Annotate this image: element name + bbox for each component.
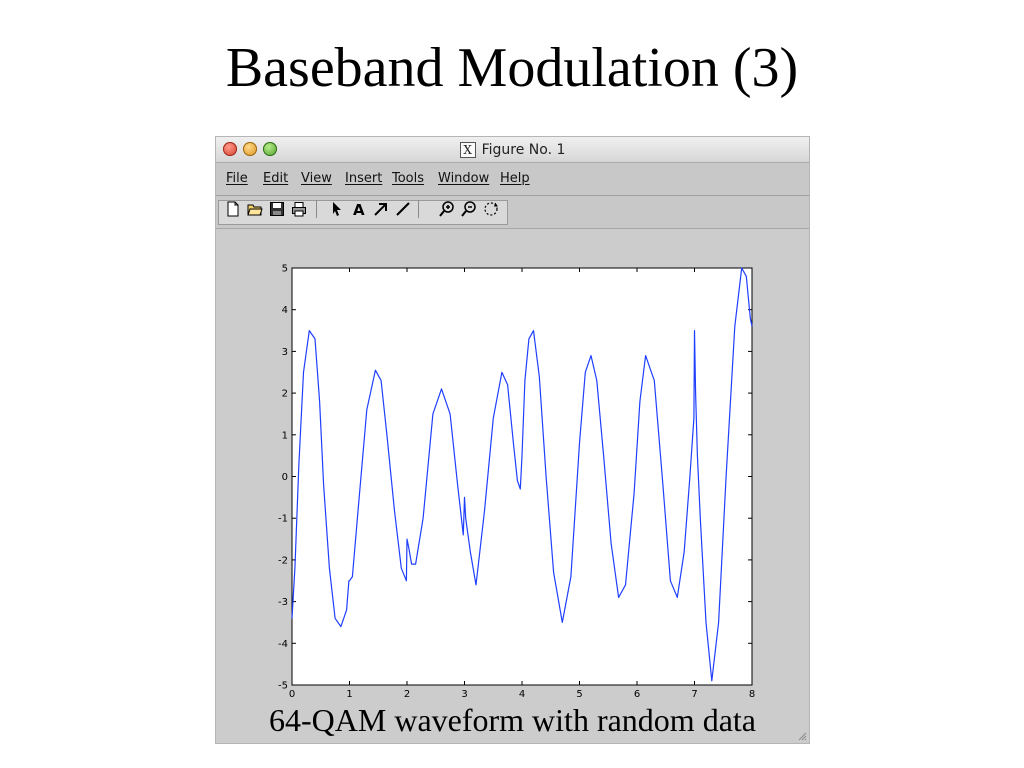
x-tick-label: 1 — [346, 689, 352, 700]
menu-help[interactable]: Help — [500, 171, 530, 186]
y-tick-label: 5 — [282, 264, 288, 275]
y-tick-label: 4 — [282, 305, 288, 316]
close-window-button[interactable] — [223, 142, 237, 156]
figure-canvas: 0 1 2 3 4 5 6 7 8 -5 -4 -3 -2 -1 0 1 2 3 4 5 — [216, 229, 809, 743]
x-tick-label: 7 — [691, 689, 697, 700]
y-tick-label: 1 — [282, 430, 288, 441]
window-titlebar[interactable]: X Figure No. 1 — [216, 137, 809, 163]
x-tick-label: 8 — [749, 689, 755, 700]
x-tick-label: 3 — [461, 689, 467, 700]
open-folder-icon[interactable] — [246, 200, 264, 218]
x-tick-label: 2 — [404, 689, 410, 700]
x11-icon: X — [459, 141, 476, 158]
plot-area — [291, 267, 753, 686]
toolbar-separator — [316, 200, 317, 218]
x-tick-label: 5 — [576, 689, 582, 700]
new-file-icon[interactable] — [224, 200, 242, 218]
y-tick-label: 0 — [282, 472, 288, 483]
zoom-out-icon[interactable] — [460, 200, 478, 218]
resize-grip-icon[interactable] — [795, 729, 807, 741]
rotate-3d-icon[interactable] — [482, 200, 500, 218]
y-tick-label: -2 — [278, 555, 288, 566]
slide-caption: 64-QAM waveform with random data — [269, 702, 756, 738]
svg-text:A: A — [353, 201, 365, 217]
x-tick-label: 6 — [634, 689, 640, 700]
y-tick-label: -3 — [278, 597, 288, 608]
insert-text-icon[interactable]: A — [350, 200, 368, 218]
x-tick-label: 0 — [289, 689, 295, 700]
y-tick-label: -5 — [278, 681, 288, 692]
insert-arrow-icon[interactable] — [372, 200, 390, 218]
toolbar: A — [216, 196, 809, 229]
line-chart: 0 1 2 3 4 5 6 7 8 -5 -4 -3 -2 -1 0 1 2 3 4 5 — [278, 264, 755, 701]
insert-line-icon[interactable] — [394, 200, 412, 218]
menu-view[interactable]: View — [301, 171, 332, 186]
menu-edit[interactable]: Edit — [263, 171, 289, 186]
window-title: Figure No. 1 — [481, 141, 566, 158]
slide-title: Baseband Modulation (3) — [225, 37, 799, 99]
series-line-0 — [291, 267, 753, 682]
menu-tools[interactable]: Tools — [392, 171, 425, 186]
figure-window: X Figure No. 1 File Edit View Insert Too… — [216, 137, 809, 743]
minimize-window-button[interactable] — [243, 142, 257, 156]
y-tick-label: -4 — [278, 639, 288, 650]
zoom-in-icon[interactable] — [438, 200, 456, 218]
menu-window[interactable]: Window — [438, 171, 490, 186]
menu-insert[interactable]: Insert — [345, 171, 383, 186]
print-icon[interactable] — [290, 200, 308, 218]
zoom-window-button[interactable] — [263, 142, 277, 156]
select-arrow-icon[interactable] — [328, 200, 346, 218]
x-tick-label: 4 — [519, 689, 525, 700]
y-tick-label: -1 — [278, 514, 288, 525]
menu-bar: File Edit View Insert Tools Window Help — [216, 163, 809, 196]
save-icon[interactable] — [268, 200, 286, 218]
toolbar-separator — [418, 200, 419, 218]
toolbar-group — [218, 200, 508, 225]
menu-file[interactable]: File — [226, 171, 248, 186]
y-tick-label: 3 — [282, 347, 288, 358]
y-tick-label: 2 — [282, 389, 288, 400]
